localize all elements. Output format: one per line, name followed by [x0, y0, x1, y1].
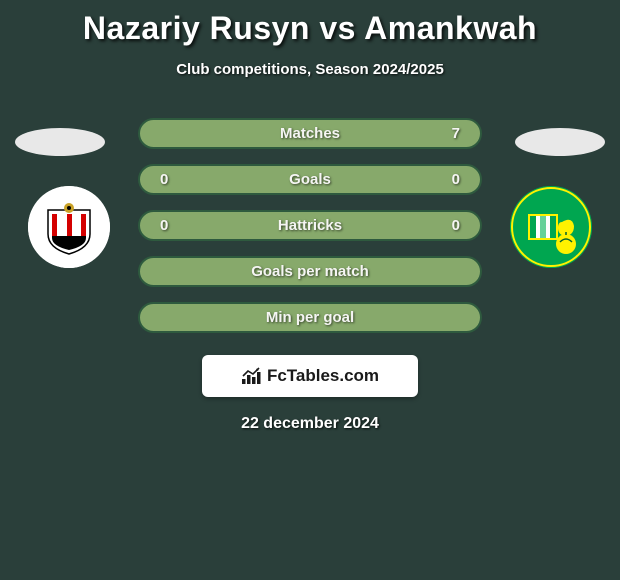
stat-row: 0Hattricks0 — [138, 210, 482, 241]
stat-label: Goals per match — [140, 263, 480, 280]
player-photo-left — [15, 128, 105, 156]
stat-row: Min per goal — [138, 302, 482, 333]
club-badge-right — [510, 186, 592, 268]
stat-label: Matches — [140, 125, 480, 142]
stat-value-right: 7 — [450, 125, 460, 142]
date-label: 22 december 2024 — [0, 415, 620, 433]
club-badge-left — [28, 186, 110, 268]
comparison-area: Matches70Goals00Hattricks0Goals per matc… — [0, 118, 620, 433]
stat-row: Matches7 — [138, 118, 482, 149]
stat-value-left: 0 — [160, 217, 170, 234]
stat-label: Goals — [140, 171, 480, 188]
stat-value-right: 0 — [450, 171, 460, 188]
watermark-text: FcTables.com — [267, 366, 379, 386]
stat-row: Goals per match — [138, 256, 482, 287]
page-title: Nazariy Rusyn vs Amankwah — [0, 0, 620, 47]
stat-value-right: 0 — [450, 217, 460, 234]
stat-label: Min per goal — [140, 309, 480, 326]
stats-container: Matches70Goals00Hattricks0Goals per matc… — [138, 118, 482, 333]
player-photo-right — [515, 128, 605, 156]
chart-icon — [241, 367, 263, 385]
watermark-badge: FcTables.com — [202, 355, 418, 397]
stat-value-left: 0 — [160, 171, 170, 188]
stat-row: 0Goals0 — [138, 164, 482, 195]
stat-label: Hattricks — [140, 217, 480, 234]
page-subtitle: Club competitions, Season 2024/2025 — [0, 61, 620, 78]
